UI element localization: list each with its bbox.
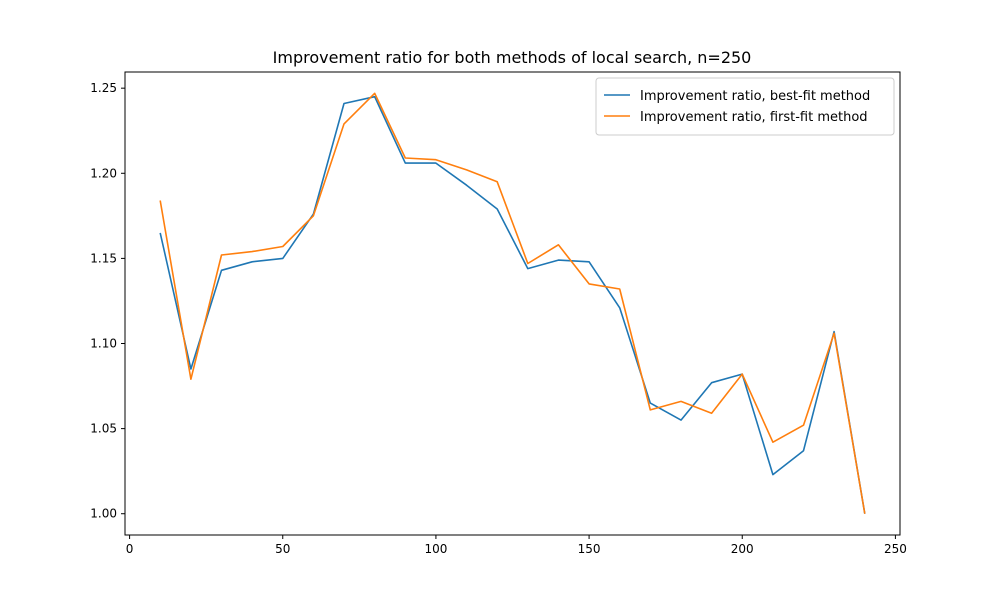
- x-axis: 0 50 100 150 200 250: [126, 535, 907, 556]
- x-tick-label: 50: [275, 542, 290, 556]
- x-tick-label: 0: [126, 542, 134, 556]
- y-tick-label: 1.05: [90, 422, 117, 436]
- x-tick-label: 100: [424, 542, 447, 556]
- legend-label-2: Improvement ratio, first-fit method: [640, 110, 868, 125]
- y-tick-label: 1.20: [90, 166, 117, 180]
- x-tick-label: 200: [731, 542, 754, 556]
- x-tick-label: 250: [884, 542, 907, 556]
- y-axis: 1.00 1.05 1.10 1.15 1.20 1.25: [90, 81, 125, 521]
- plot-area-frame: [124, 71, 901, 536]
- legend-label-1: Improvement ratio, best-fit method: [640, 89, 870, 104]
- series-line-1: [159, 95, 866, 514]
- y-tick-label: 1.15: [90, 251, 117, 265]
- series-layer: [159, 92, 866, 514]
- legend-box: [595, 77, 895, 136]
- y-tick-label: 1.00: [90, 507, 117, 521]
- x-tick-label: 150: [578, 542, 601, 556]
- y-tick-label: 1.10: [90, 337, 117, 351]
- legend: Improvement ratio, best-fit method Improv…: [595, 77, 895, 136]
- chart-title: Improvement ratio for both methods of lo…: [273, 48, 752, 67]
- series-line-2: [159, 92, 866, 514]
- y-tick-label: 1.25: [90, 81, 117, 95]
